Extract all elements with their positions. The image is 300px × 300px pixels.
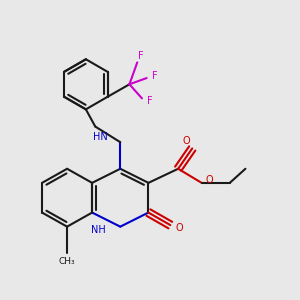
Text: O: O [182,136,190,146]
Text: F: F [138,50,143,61]
Text: NH: NH [91,225,106,235]
Text: F: F [152,71,157,82]
Text: HN: HN [93,133,107,142]
Text: CH₃: CH₃ [59,256,75,266]
Text: O: O [206,175,213,185]
Text: F: F [147,96,153,106]
Text: O: O [176,223,184,232]
